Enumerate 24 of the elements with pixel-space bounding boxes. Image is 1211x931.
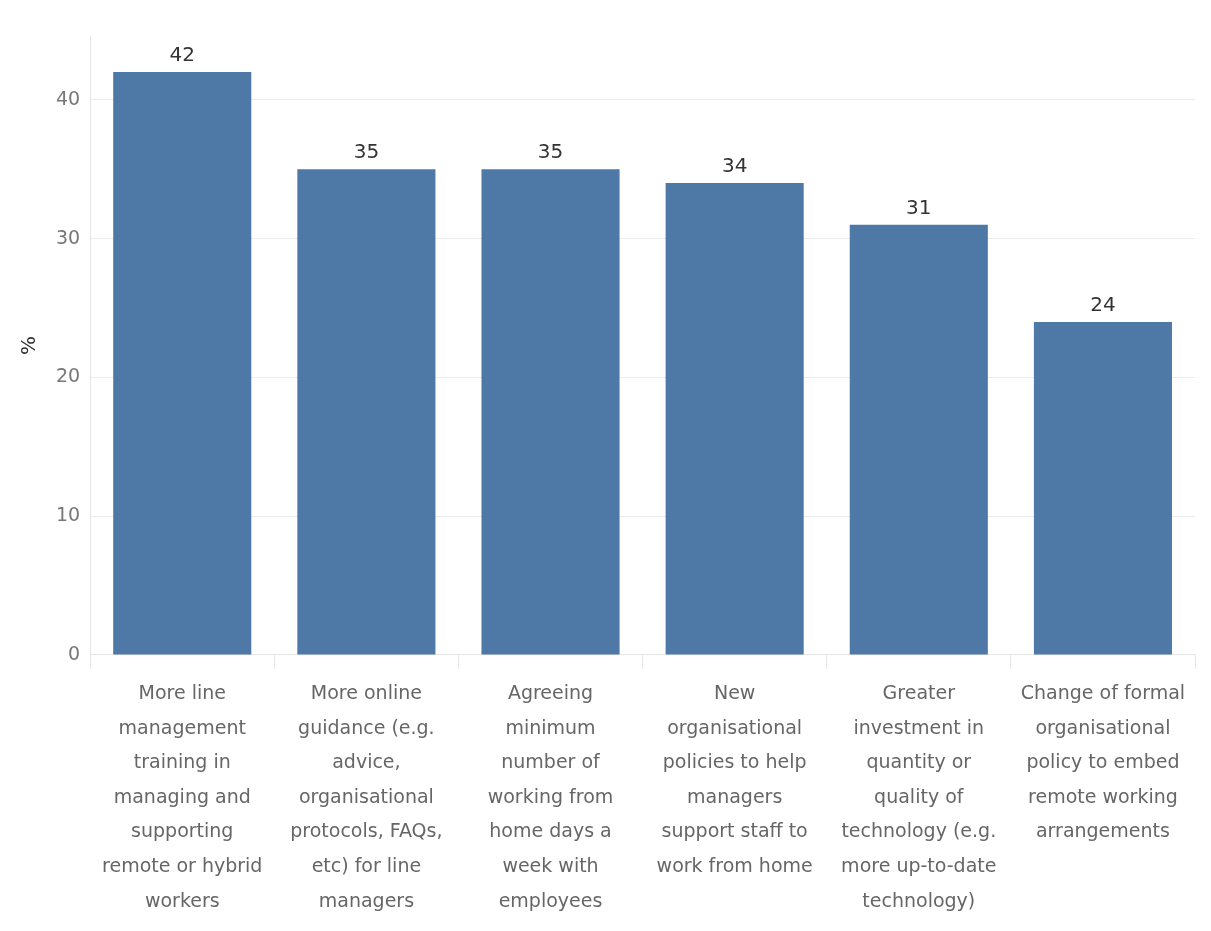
x-tick-label: New organisational policies to help managers support staff to work from home [656,681,813,877]
bar [665,183,804,655]
data-label: 35 [537,139,564,164]
bar [297,169,436,655]
data-label: 31 [906,194,932,219]
y-tick-label: 40 [55,86,81,109]
y-tick-label: 30 [55,225,81,248]
x-tick-label: Greater investment in quantity or quality of technology (e.g. more up-to-date technology) [841,681,997,911]
bar [1033,321,1172,655]
data-label: 42 [169,42,195,67]
bar [113,72,252,655]
x-tick-label: More online guidance (e.g. advice, organisational protocols, FAQs, etc) for line managers [290,681,443,911]
y-axis-title: % [16,335,41,355]
data-label: 35 [353,139,380,164]
bar [481,169,620,655]
y-tick-label: 20 [55,364,81,387]
x-tick-label: More line management training in managing and supporting remote or hybrid workers [102,681,263,911]
data-label: 24 [1090,292,1116,317]
y-tick-label: 0 [68,641,81,664]
x-tick-label: Agreeing minimum number of working from home days a week with employees [487,681,614,911]
x-tick-label: Change of formal organisational policy to embed remote working arrangements [1020,681,1186,842]
y-tick-label: 10 [55,503,81,526]
data-label: 34 [721,153,748,178]
bar [849,224,988,655]
